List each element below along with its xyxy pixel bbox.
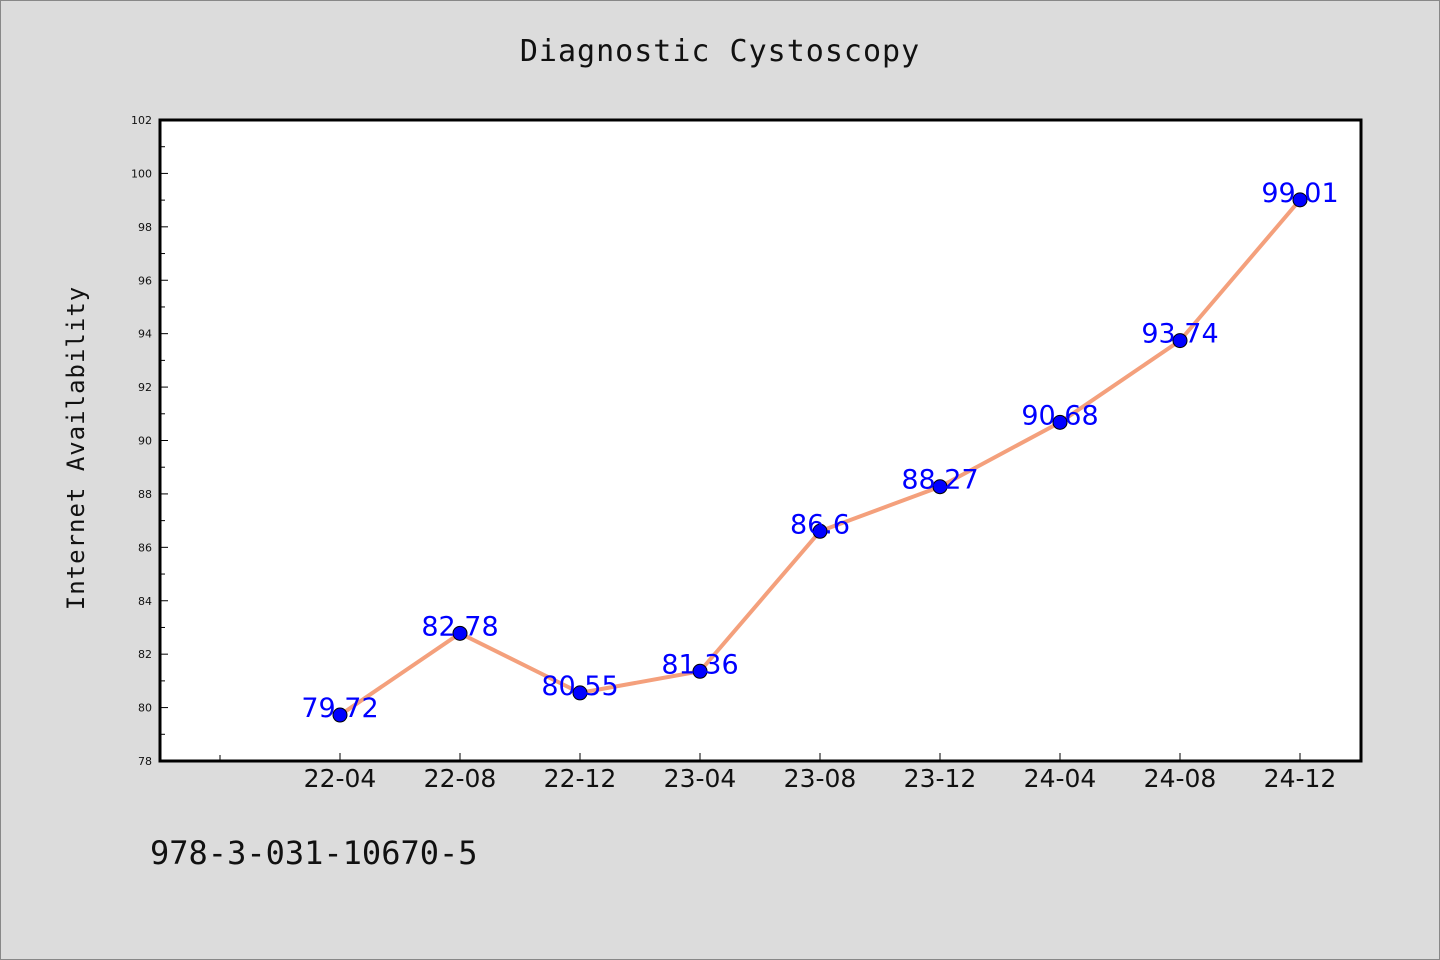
y-axis-label: Internet Availability xyxy=(62,286,90,610)
data-label: 90.68 xyxy=(1021,400,1098,431)
y-tick-label: 92 xyxy=(138,381,152,394)
data-point xyxy=(572,685,588,701)
data-label: 88.27 xyxy=(901,465,978,496)
y-tick-label: 88 xyxy=(138,488,152,501)
data-label: 81.36 xyxy=(661,649,738,680)
x-tick-label: 23-12 xyxy=(904,764,977,793)
data-label: 79.72 xyxy=(301,693,378,724)
data-point xyxy=(332,707,348,723)
x-tick-label: 24-08 xyxy=(1144,764,1217,793)
footer-isbn: 978-3-031-10670-5 xyxy=(150,834,478,872)
x-tick-label: 22-12 xyxy=(544,764,617,793)
data-point xyxy=(452,625,468,641)
y-tick-label: 100 xyxy=(131,167,152,180)
y-tick-label: 94 xyxy=(138,328,152,341)
y-tick-label: 80 xyxy=(138,702,152,715)
y-tick-label: 98 xyxy=(138,221,152,234)
x-tick-label: 24-04 xyxy=(1024,764,1097,793)
y-tick-label: 102 xyxy=(131,114,152,127)
x-tick-label: 23-08 xyxy=(784,764,857,793)
data-label: 82.78 xyxy=(421,611,498,642)
data-point xyxy=(1292,192,1308,208)
y-tick-label: 78 xyxy=(138,755,152,768)
x-tick-label: 22-04 xyxy=(304,764,377,793)
data-point xyxy=(812,523,828,539)
data-label: 80.55 xyxy=(541,671,618,702)
y-tick-label: 86 xyxy=(138,541,152,554)
y-tick-label: 82 xyxy=(138,648,152,661)
data-label: 93.74 xyxy=(1141,319,1218,350)
data-point xyxy=(932,479,948,495)
plot-area xyxy=(158,118,1363,763)
x-tick-label: 23-04 xyxy=(664,764,737,793)
x-tick-label: 22-08 xyxy=(424,764,497,793)
y-tick-label: 84 xyxy=(138,595,152,608)
y-tick-label: 90 xyxy=(138,435,152,448)
data-point xyxy=(692,663,708,679)
data-point xyxy=(1052,414,1068,430)
chart-title: Diagnostic Cystoscopy xyxy=(519,34,921,69)
y-tick-label: 96 xyxy=(138,274,152,287)
x-tick-label: 24-12 xyxy=(1264,764,1337,793)
data-label: 99.01 xyxy=(1261,178,1338,209)
data-point xyxy=(1172,333,1188,349)
data-label: 86.6 xyxy=(790,509,850,540)
